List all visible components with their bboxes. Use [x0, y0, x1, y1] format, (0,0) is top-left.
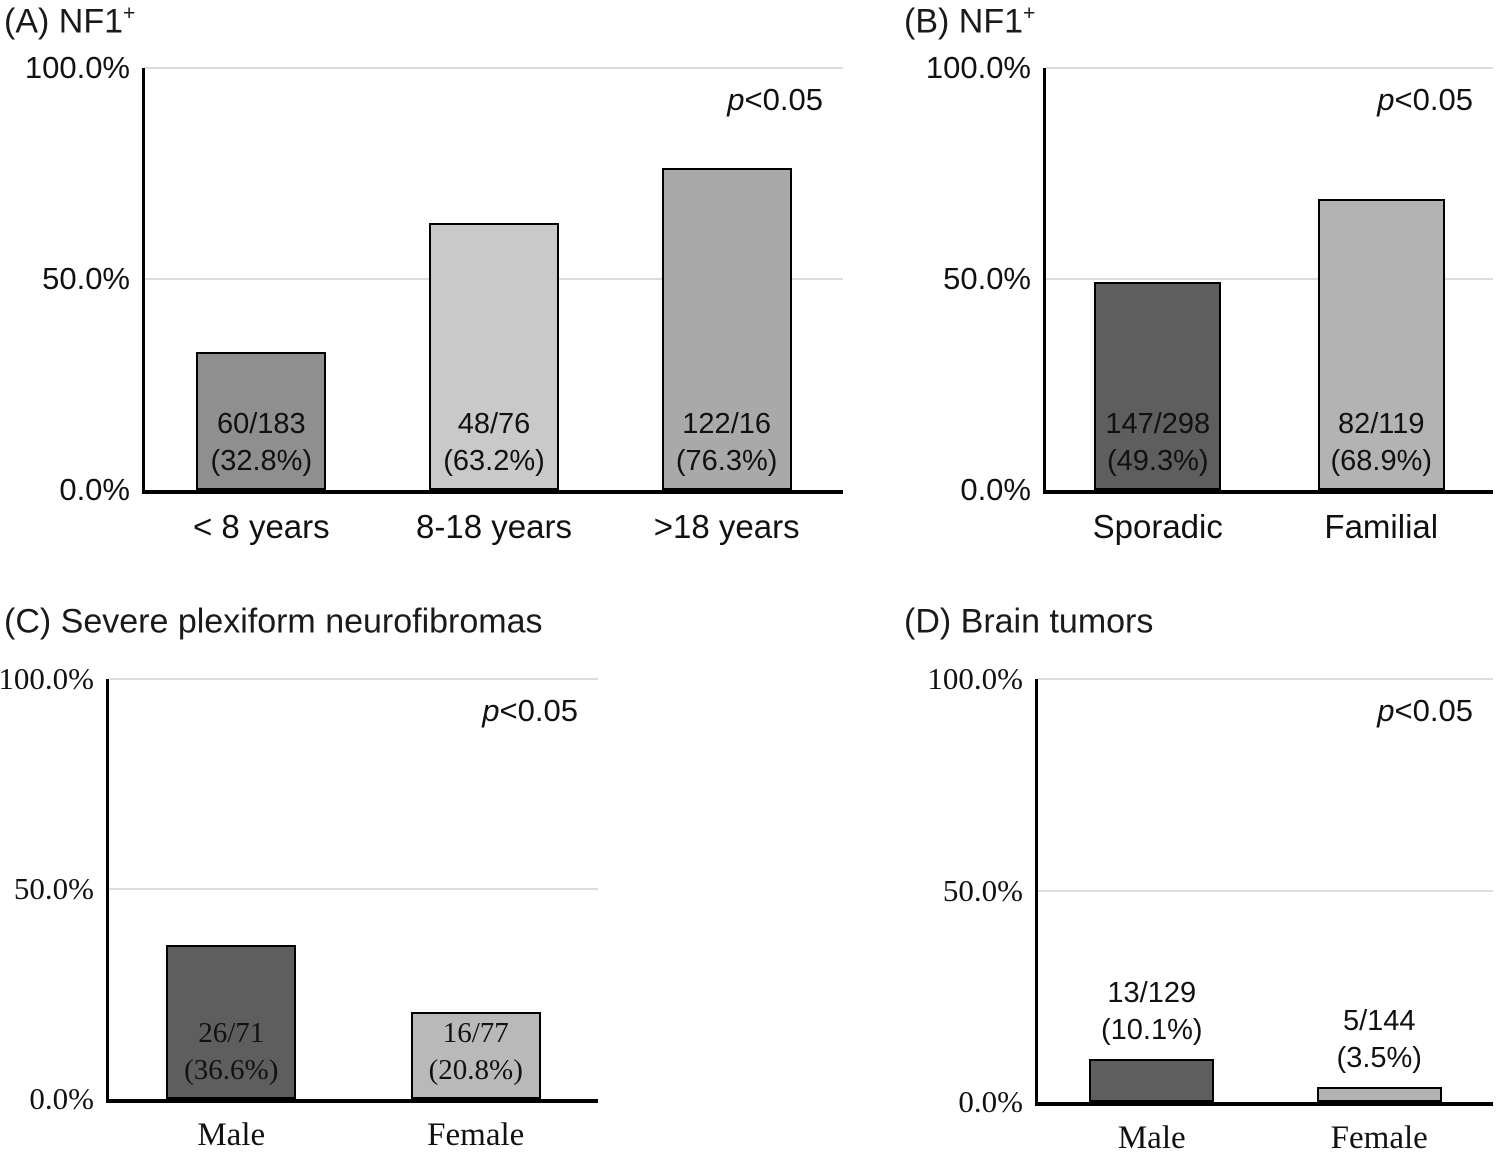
- panel-c-bar-2-value-line: (20.8%): [428, 1053, 523, 1086]
- panel-c-p-italic: p: [482, 693, 500, 728]
- panel-d-bar-1: [1089, 1059, 1215, 1102]
- panel-d-bar-2-value-label: 5/144 (3.5%): [1337, 1003, 1422, 1077]
- panel-a-p-value-label: p<0.05: [727, 82, 823, 118]
- panel-a-bar-1-value-line: 60/183: [216, 407, 306, 440]
- panel-a-bar-2-value-line: 48/76: [457, 407, 531, 440]
- panel-c-gridline-50: [109, 888, 598, 890]
- panel-c-ytick-0: 0.0%: [29, 1081, 94, 1116]
- panel-b-title-superscript: +: [1023, 2, 1036, 25]
- panel-b-bar-1-value-line: (49.3%): [1106, 444, 1209, 477]
- panel-a-xtick-2: 8-18 years: [416, 508, 572, 545]
- panel-d-bar-1-value-label: 13/129 (10.1%): [1101, 975, 1203, 1049]
- panel-c-xtick-2: Female: [427, 1117, 525, 1153]
- panel-a-bar-3-value-line: 122/16: [682, 407, 772, 440]
- panel-a-title-text: (A) NF1: [4, 2, 123, 41]
- panel-b-title: (B) NF1+: [904, 2, 1035, 41]
- panel-b-ytick-100: 100.0%: [925, 50, 1031, 85]
- panel-a-nf1-by-age: (A) NF1+ 0.0% 50.0% 100.0% p<0.05 60/183 (32.…: [0, 0, 860, 580]
- panel-c-title: (C) Severe plexiform neurofibromas: [4, 602, 543, 641]
- panel-d-gridline-50: [1038, 889, 1493, 892]
- panel-a-bar-1-value-label: 60/183 (32.8%): [211, 406, 313, 480]
- panel-a-title: (A) NF1+: [4, 2, 135, 41]
- panel-a-plot-area: 0.0% 50.0% 100.0% p<0.05 60/183 (32.8%) < 8 ye…: [25, 50, 843, 545]
- panel-d-ytick-0: 0.0%: [958, 1084, 1023, 1119]
- panel-d-ytick-100: 100.0%: [927, 661, 1023, 696]
- panel-a-bar-1-value-line: (32.8%): [210, 444, 313, 477]
- panel-b-xtick-2: Familial: [1324, 508, 1439, 545]
- panel-b-bar-1-value-label: 147/298 (49.3%): [1105, 406, 1210, 480]
- panel-a-p-rest: <0.05: [744, 82, 823, 117]
- panel-b-p-italic: p: [1377, 82, 1395, 117]
- panel-b-ytick-50: 50.0%: [943, 261, 1031, 296]
- panel-d-title: (D) Brain tumors: [904, 602, 1153, 641]
- panel-b-plot-area: 0.0% 50.0% 100.0% p<0.05 147/298 (49.3%) Spora…: [926, 50, 1493, 545]
- panel-b-p-value-label: p<0.05: [1377, 82, 1473, 118]
- panel-c-gridline-100: [109, 678, 598, 680]
- panel-c-p-value-label: p<0.05: [482, 693, 578, 729]
- panel-a-bar-2-value-label: 48/76 (63.2%): [443, 406, 545, 480]
- panel-b-bar-1: [1094, 281, 1222, 490]
- panel-c-bar-2: [410, 1011, 541, 1099]
- panel-b-bar-2: [1317, 199, 1445, 490]
- panel-b-p-rest: <0.05: [1394, 82, 1473, 117]
- panel-a-title-superscript: +: [123, 2, 136, 25]
- panel-a-p-italic: p: [727, 82, 745, 117]
- panel-d-plot-area: 0.0% 50.0% 100.0% p<0.05 13/129 (10.1%) Male 5/…: [927, 661, 1493, 1153]
- panel-b-nf1-by-inheritance: (B) NF1+ 0.0% 50.0% 100.0% p<0.05 147/298 (49…: [900, 0, 1497, 580]
- panel-d-p-rest: <0.05: [1394, 693, 1473, 728]
- panel-d-bar-2-value-line: (3.5%): [1336, 1042, 1422, 1075]
- panel-d-bar-1-value-line: 13/129: [1107, 977, 1197, 1010]
- panel-c-bar-2-value-line: 16/77: [442, 1016, 509, 1049]
- panel-d-title-text: (D) Brain tumors: [904, 602, 1154, 641]
- panel-b-xtick-1: Sporadic: [1092, 508, 1223, 545]
- panel-b-bar-2-value-line: 82/119: [1337, 407, 1425, 440]
- panel-a-ytick-100: 100.0%: [24, 50, 130, 85]
- panel-c-bar-1: [166, 945, 297, 1099]
- panel-c-ytick-50: 50.0%: [13, 871, 94, 906]
- panel-d-gridline-100: [1038, 678, 1493, 680]
- panel-b-bar-2-value-line: (68.9%): [1330, 444, 1433, 477]
- panel-c-bar-1-value-line: (36.6%): [184, 1053, 279, 1086]
- panel-a-ytick-50: 50.0%: [42, 261, 130, 296]
- panel-a-ytick-0: 0.0%: [59, 472, 130, 507]
- panel-b-ytick-0: 0.0%: [960, 472, 1031, 507]
- panel-a-bar-3-value-line: (76.3%): [675, 444, 778, 477]
- panel-b-gridline-50: [1046, 278, 1493, 280]
- panel-d-xtick-2: Female: [1330, 1120, 1428, 1153]
- panel-b-bar-1-value-line: 147/298: [1105, 407, 1211, 440]
- panel-a-bar-2: [429, 223, 559, 490]
- panel-c-p-rest: <0.05: [499, 693, 578, 728]
- panel-c-bar-1-value-line: 26/71: [198, 1016, 265, 1049]
- panel-d-bar-2-value-line: 5/144: [1342, 1004, 1416, 1037]
- panel-a-bar-1: [196, 351, 327, 490]
- panel-d-brain-tumors: (D) Brain tumors 0.0% 50.0% 100.0% p<0.05 13…: [900, 600, 1497, 1153]
- panel-c-ytick-100: 100.0%: [0, 661, 94, 696]
- panel-b-bar-2-value-label: 82/119 (68.9%): [1330, 406, 1432, 480]
- panel-a-gridline-100: [145, 67, 843, 69]
- panel-c-severe-plexiform-neurofibromas: (C) Severe plexiform neurofibromas 0.0% 5…: [0, 600, 860, 1153]
- panel-d-ytick-50: 50.0%: [942, 872, 1023, 908]
- panel-c-title-text: (C) Severe plexiform neurofibromas: [4, 602, 543, 641]
- panel-a-bar-3: [661, 168, 792, 490]
- panel-c-bar-1-value-label: 26/71 (36.6%): [184, 1015, 278, 1089]
- panel-a-xtick-3: >18 years: [653, 508, 800, 545]
- panel-b-gridline-100: [1046, 67, 1493, 69]
- panel-d-p-value-label: p<0.05: [1377, 693, 1473, 729]
- panel-d-p-italic: p: [1377, 693, 1395, 728]
- panel-a-bar-2-value-line: (63.2%): [443, 444, 545, 477]
- panel-d-xtick-1: Male: [1117, 1120, 1186, 1153]
- panel-c-xtick-1: Male: [197, 1117, 266, 1153]
- panel-a-bar-3-value-label: 122/16 (76.3%): [676, 406, 778, 480]
- panel-c-plot-area: 0.0% 50.0% 100.0% p<0.05 26/71 (36.6%) Male 16/…: [0, 661, 598, 1153]
- panel-d-bar-2: [1316, 1087, 1442, 1102]
- panel-a-xtick-1: < 8 years: [192, 508, 330, 545]
- panel-b-title-text: (B) NF1: [904, 2, 1023, 41]
- panel-d-bar-1-value-line: (10.1%): [1100, 1014, 1203, 1047]
- panel-c-bar-2-value-label: 16/77 (20.8%): [429, 1015, 523, 1089]
